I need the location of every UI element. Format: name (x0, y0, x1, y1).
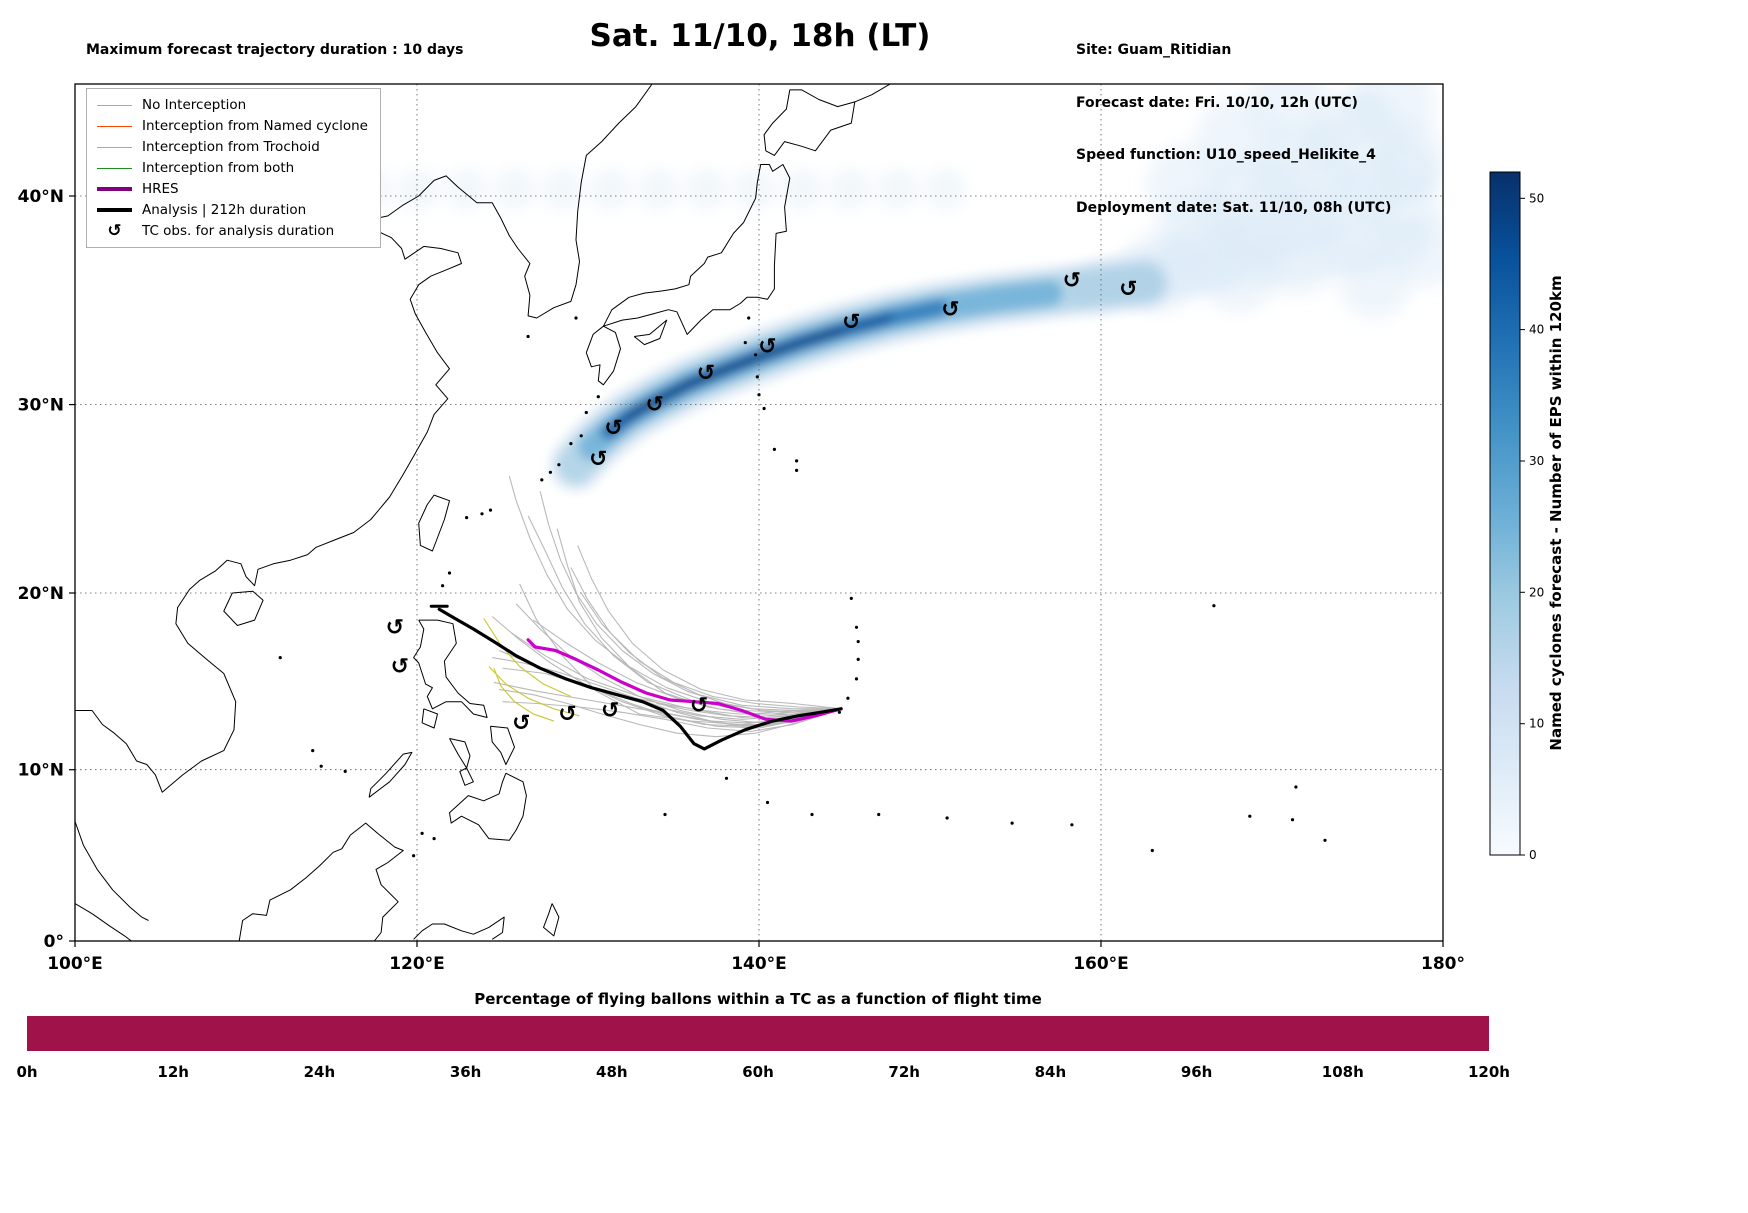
flight-time-tick-label: 60h (742, 1063, 774, 1081)
flight-time-tick-label: 12h (157, 1063, 189, 1081)
legend-label: Interception from Trochoid (142, 139, 320, 155)
cyclone-symbol-icon: ↺ (107, 221, 122, 241)
header-left-line-1: Maximum forecast trajectory duration : 1… (86, 42, 464, 58)
tc-percentage-bar (27, 1016, 1489, 1051)
flight-time-tick-label: 24h (304, 1063, 336, 1081)
gridlines (75, 84, 1443, 941)
named-cyclone-density-band (549, 93, 1435, 492)
x-tick-label: 100°E (47, 954, 103, 974)
analysis-track (437, 607, 843, 751)
legend-item-analysis: Analysis | 212h duration (97, 202, 368, 218)
cyclone-symbol-icon: ↺ (690, 693, 708, 718)
cyclone-symbol-icon: ↺ (842, 310, 860, 335)
cyclone-symbol-icon: ↺ (1119, 277, 1137, 302)
legend-line-swatch (97, 208, 132, 212)
header-right-line-2: Forecast date: Fri. 10/10, 12h (UTC) (1076, 94, 1358, 111)
bottom-chart-title: Percentage of flying ballons within a TC… (474, 990, 1042, 1008)
colorbar-tick-label: 40 (1529, 323, 1544, 337)
y-tick-label: 30°N (18, 396, 64, 416)
cyclone-symbol-icon: ↺ (386, 615, 404, 640)
colorbar-label: Named cyclones forecast - Number of EPS … (1547, 275, 1565, 751)
flight-time-tick-label: 84h (1035, 1063, 1067, 1081)
x-tick-label: 140°E (731, 954, 787, 974)
cyclone-symbol-icon: ↺ (512, 711, 530, 736)
map-legend: No Interception Interception from Named … (86, 88, 381, 248)
map-axes: 100°E 120°E 140°E 160°E 180° 0° 10°N 20°N 30°N 40… (18, 187, 1465, 974)
cyclone-symbol-icon: ↺ (601, 699, 619, 724)
colorbar-tick-label: 0 (1529, 848, 1537, 862)
legend-item-tc-obs: ↺ TC obs. for analysis duration (97, 221, 368, 241)
y-tick-label: 40°N (18, 187, 64, 207)
y-tick-label: 0° (44, 932, 64, 952)
legend-label: TC obs. for analysis duration (142, 223, 335, 239)
flight-time-tick-label: 48h (596, 1063, 628, 1081)
header-right-line-3: Speed function: U10_speed_Helikite_4 (1076, 147, 1376, 163)
cyclone-symbol-icon: ↺ (1063, 269, 1081, 294)
legend-label: HRES (142, 181, 179, 197)
cyclone-symbol-icon: ↺ (558, 702, 576, 727)
legend-item-both: Interception from both (97, 160, 368, 176)
trochoid-trajectories (483, 617, 580, 722)
figure-title: Sat. 11/10, 18h (LT) (589, 18, 931, 54)
flight-time-tick-label: 96h (1181, 1063, 1213, 1081)
cyclone-symbol-icon: ↺ (697, 361, 715, 386)
cyclone-symbol-icon: ↺ (604, 416, 622, 441)
colorbar-tick-label: 10 (1529, 717, 1544, 731)
legend-line-swatch (97, 125, 132, 127)
cyclone-symbol-icon: ↺ (645, 393, 663, 418)
colorbar-tick-label: 20 (1529, 585, 1544, 599)
main-tracks (429, 604, 843, 751)
legend-label: Analysis | 212h duration (142, 202, 307, 218)
flight-time-bar-chart (27, 1016, 1489, 1051)
colorbar-ticks: 0 10 20 30 40 50 (1520, 191, 1544, 862)
flight-time-tick-label: 36h (450, 1063, 482, 1081)
x-tick-label: 120°E (389, 954, 445, 974)
tc-obs-symbols: ↺ ↺ ↺ ↺ ↺ ↺ ↺ ↺ ↺ ↺ ↺ ↺ ↺ ↺ ↺ (386, 269, 1138, 736)
colorbar-tick-label: 30 (1529, 454, 1544, 468)
cyclone-symbol-icon: ↺ (941, 298, 959, 323)
legend-line-swatch (97, 146, 132, 148)
x-tick-label: 180° (1421, 954, 1465, 974)
colorbar (1489, 171, 1521, 856)
cyclone-symbol-icon: ↺ (589, 447, 607, 472)
cyclone-symbol-icon: ↺ (391, 655, 409, 680)
legend-line-swatch (97, 167, 132, 169)
legend-item-no-interception: No Interception (97, 97, 368, 113)
legend-item-hres: HRES (97, 181, 368, 197)
flight-time-tick-label: 72h (888, 1063, 920, 1081)
flight-time-tick-label: 108h (1322, 1063, 1364, 1081)
y-tick-label: 20°N (18, 584, 64, 604)
legend-line-swatch (97, 187, 132, 191)
legend-label: Interception from both (142, 160, 295, 176)
colorbar-tick-label: 50 (1529, 191, 1544, 205)
header-right-line-1: Site: Guam_Ritidian (1076, 42, 1232, 58)
coastlines (75, 84, 1327, 941)
header-right-block: Site: Guam_Ritidian Forecast date: Fri. … (1076, 7, 1391, 252)
legend-line-swatch (97, 104, 132, 106)
header-right-line-4: Deployment date: Sat. 11/10, 08h (UTC) (1076, 199, 1392, 216)
legend-label: Interception from Named cyclone (142, 118, 368, 134)
flight-time-tick-label: 120h (1468, 1063, 1510, 1081)
x-tick-label: 160°E (1073, 954, 1129, 974)
y-tick-label: 10°N (18, 761, 64, 781)
bottom-axis: 0h 12h 24h 36h 48h 60h 72h 84h 96h 108h 120h (16, 1063, 1510, 1081)
flight-time-tick-label: 0h (16, 1063, 37, 1081)
legend-label: No Interception (142, 97, 247, 113)
cyclone-symbol-icon: ↺ (758, 335, 776, 360)
legend-item-trochoid: Interception from Trochoid (97, 139, 368, 155)
legend-item-named-cyclone: Interception from Named cyclone (97, 118, 368, 134)
